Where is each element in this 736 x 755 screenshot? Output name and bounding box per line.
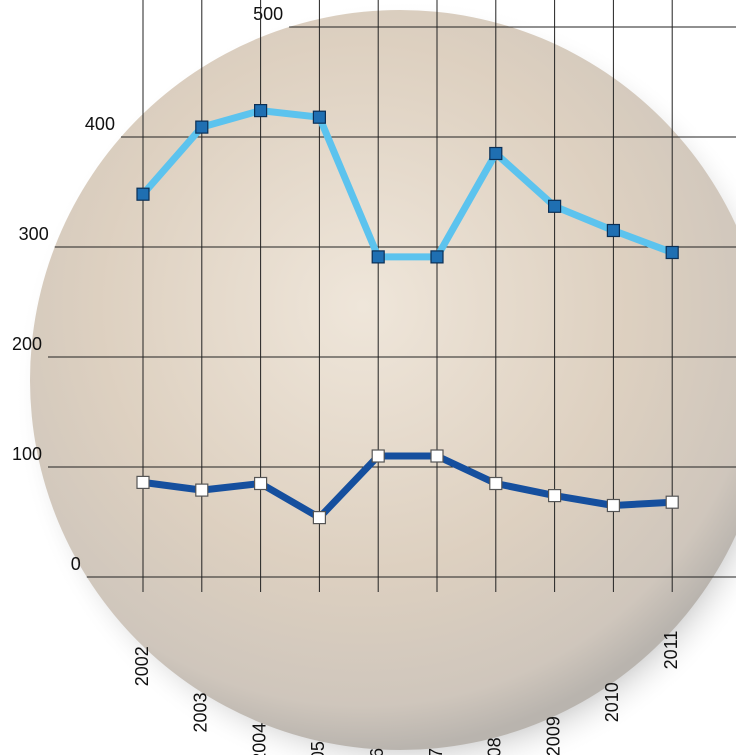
x-tick-label: 2010 [602,682,622,722]
point-marker [489,146,503,161]
point-marker [371,250,385,264]
y-tick-label: 300 [19,224,49,244]
x-tick-label: 2004 [249,723,269,755]
x-tick-label: 2008 [485,737,505,755]
x-tick-label: 2005 [308,741,328,755]
point-marker [547,199,562,213]
point-marker [254,476,268,491]
point-marker [312,110,326,124]
point-marker [606,498,621,513]
point-marker [606,223,621,238]
y-tick-label: 0 [71,554,81,574]
series-line [140,107,674,261]
x-tick-label: 2011 [661,631,681,670]
y-tick-label: 100 [12,444,42,464]
point-marker [254,103,268,118]
y-tick-label: 500 [253,4,283,24]
point-marker [136,475,150,489]
x-tick-label: 2009 [543,716,563,755]
point-marker [430,250,444,264]
point-marker [489,476,503,491]
x-tick-label: 2003 [191,692,211,732]
y-tick-label: 200 [12,334,42,354]
plot: 0 100 200 300 400 500 2002 2003 2004 2005 2006 2007… [12,0,736,755]
point-marker [665,245,679,260]
point-marker [547,489,562,503]
x-tick-label: 2007 [426,748,446,755]
background-circle [30,10,736,750]
point-marker [665,495,679,509]
point-marker [195,120,209,134]
x-tick-label: 2006 [367,748,387,755]
point-marker [371,449,385,463]
y-tick-label: 400 [85,114,115,134]
point-marker [195,483,209,497]
point-marker [136,187,150,201]
x-tick-label: 2002 [132,646,152,686]
point-marker [312,511,326,525]
series-line [142,452,673,522]
point-marker [430,449,444,463]
